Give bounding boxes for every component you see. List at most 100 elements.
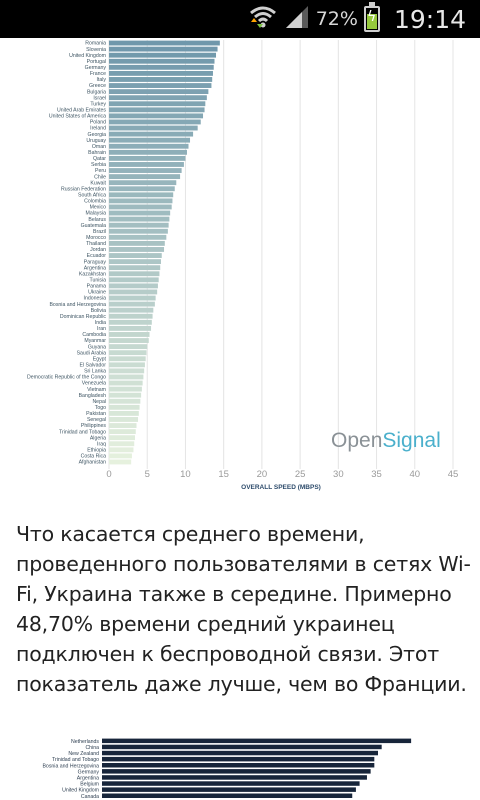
bar bbox=[109, 216, 170, 222]
category-label: Belgium bbox=[80, 782, 99, 788]
wifi-time-chart: Netherlands China New Zealand Trinidad and … bbox=[0, 732, 480, 800]
bar bbox=[109, 386, 142, 392]
category-label: Ethiopia bbox=[87, 448, 106, 454]
wifi-icon bbox=[248, 4, 278, 34]
x-axis-title: OVERALL SPEED (MBPS) bbox=[241, 484, 321, 491]
bar bbox=[109, 307, 154, 313]
category-label: Portugal bbox=[87, 59, 106, 65]
category-label: United Arab Emirates bbox=[57, 108, 106, 114]
category-label: New Zealand bbox=[68, 751, 99, 757]
category-label: Democratic Republic of the Congo bbox=[27, 375, 106, 381]
bar bbox=[109, 95, 207, 101]
opensignal-watermark: OpenSignal bbox=[331, 429, 441, 452]
category-label: Argentina bbox=[77, 775, 99, 781]
category-label: Costa Rica bbox=[81, 454, 106, 460]
category-label: Poland bbox=[90, 120, 106, 126]
bar bbox=[109, 344, 148, 350]
category-label: Georgia bbox=[88, 132, 107, 138]
category-label: China bbox=[85, 745, 99, 751]
category-label: Bosnia and Herzegovina bbox=[49, 302, 106, 308]
bar bbox=[109, 137, 191, 143]
x-tick-label: 0 bbox=[106, 469, 111, 480]
category-label: Belarus bbox=[88, 217, 106, 223]
bar bbox=[109, 40, 220, 46]
bar bbox=[102, 756, 375, 762]
category-label: Tunisia bbox=[89, 278, 106, 284]
category-label: Panama bbox=[87, 284, 106, 290]
category-label: Trinidad and Tobago bbox=[52, 757, 99, 763]
bar bbox=[109, 222, 169, 228]
bar bbox=[109, 313, 153, 319]
bar bbox=[109, 180, 177, 186]
category-label: Mexico bbox=[90, 205, 107, 211]
x-tick-label: 25 bbox=[295, 469, 306, 480]
category-label: India bbox=[95, 320, 106, 326]
bar bbox=[109, 325, 152, 331]
category-label: Togo bbox=[95, 405, 106, 411]
watermark-part1: Open bbox=[331, 429, 382, 452]
bar bbox=[109, 289, 158, 295]
bar bbox=[109, 338, 149, 343]
category-label: Turkey bbox=[90, 101, 106, 107]
bar bbox=[109, 234, 167, 240]
watermark-part2: Signal bbox=[382, 429, 440, 452]
bar bbox=[109, 417, 139, 422]
category-label: Vietnam bbox=[87, 387, 106, 393]
bar bbox=[109, 356, 146, 362]
bar bbox=[109, 52, 217, 58]
bar bbox=[109, 210, 171, 216]
bar bbox=[109, 392, 142, 398]
bar bbox=[109, 447, 134, 453]
category-label: Bangladesh bbox=[79, 393, 107, 399]
bar bbox=[109, 459, 132, 465]
x-tick-label: 35 bbox=[371, 469, 382, 480]
bar bbox=[109, 332, 150, 337]
bar bbox=[102, 738, 412, 744]
category-label: Peru bbox=[95, 168, 106, 174]
category-label: Iran bbox=[97, 326, 106, 332]
category-label: Sri Lanka bbox=[84, 369, 106, 375]
article-paragraph: Что касается среднего времени, проведенн… bbox=[16, 522, 471, 696]
category-label: Ukraine bbox=[88, 290, 106, 296]
category-label: Ireland bbox=[90, 126, 106, 132]
bar bbox=[109, 192, 174, 198]
category-label: United States of America bbox=[49, 114, 106, 120]
category-label: Nepal bbox=[92, 399, 106, 405]
bar bbox=[109, 374, 144, 380]
category-label: Myanmar bbox=[84, 338, 106, 344]
bar bbox=[109, 398, 141, 404]
battery-charging-icon: ϟ bbox=[363, 2, 380, 32]
bar bbox=[109, 131, 194, 137]
category-label: Malaysia bbox=[86, 211, 107, 217]
bar bbox=[109, 265, 161, 271]
category-label: Russian Federation bbox=[61, 186, 106, 192]
category-label: United Kingdom bbox=[62, 788, 99, 794]
category-label: Bolivia bbox=[91, 308, 106, 314]
category-label: Venezuela bbox=[82, 381, 106, 387]
category-label: Paraguay bbox=[84, 259, 107, 265]
category-label: Canada bbox=[81, 794, 99, 800]
bar bbox=[109, 186, 175, 192]
bar bbox=[109, 58, 215, 64]
bar bbox=[109, 83, 212, 88]
category-label: Argentina bbox=[84, 265, 106, 271]
bar bbox=[109, 441, 135, 447]
category-label: Kuwait bbox=[90, 180, 106, 186]
category-label: Trinidad and Tobago bbox=[59, 429, 106, 435]
category-label: Qatar bbox=[93, 156, 106, 162]
bar bbox=[109, 168, 182, 173]
category-label: Oman bbox=[92, 144, 106, 150]
bar bbox=[102, 781, 360, 786]
category-label: Israel bbox=[93, 95, 106, 101]
category-label: Egypt bbox=[93, 356, 107, 362]
bar bbox=[109, 362, 145, 368]
battery-percent: 72% bbox=[315, 8, 358, 30]
bar bbox=[109, 240, 165, 246]
category-label: Romania bbox=[85, 41, 106, 47]
bar bbox=[109, 125, 198, 131]
category-label: El Salvador bbox=[79, 363, 106, 369]
bar bbox=[109, 295, 156, 301]
bar bbox=[109, 380, 143, 386]
category-label: Germany bbox=[78, 769, 100, 775]
